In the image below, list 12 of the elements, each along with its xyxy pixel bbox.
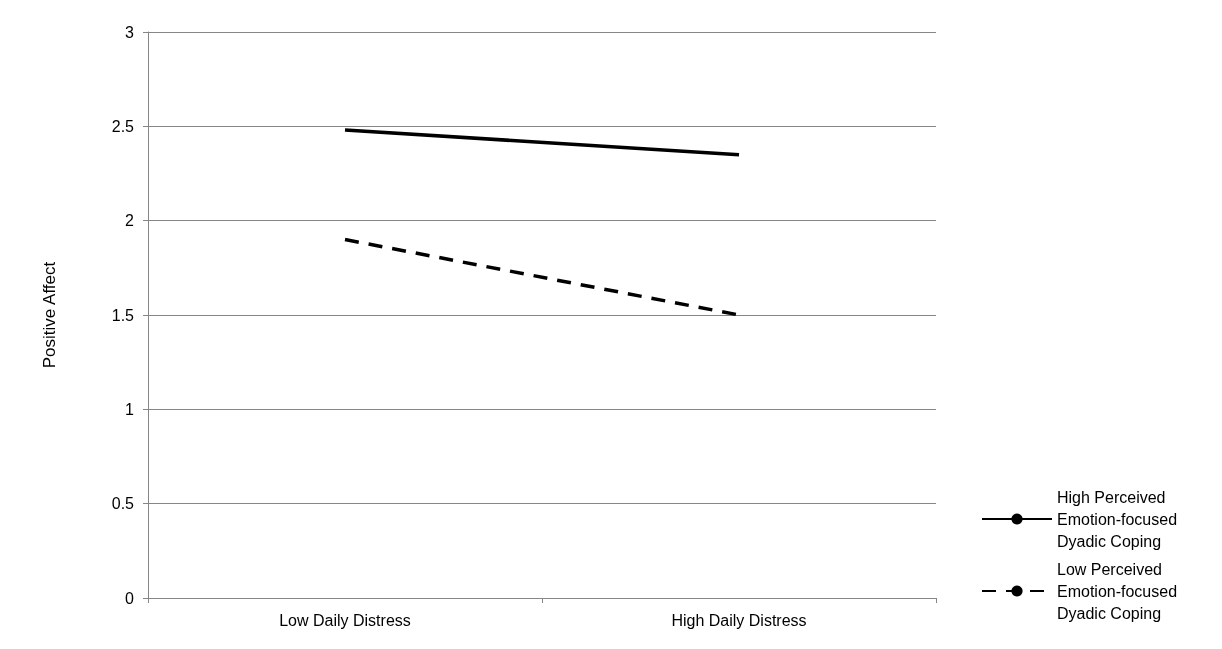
x-tick-label: High Daily Distress — [671, 611, 807, 629]
y-axis-title: Positive Affect — [40, 261, 59, 369]
legend-label: High Perceived Emotion-focused Dyadic Coping — [1057, 488, 1182, 550]
y-tick-label: 3 — [125, 23, 135, 41]
y-tick-label: 1.5 — [111, 306, 135, 324]
y-tick-label: 1 — [125, 400, 135, 418]
y-tick-label: 0.5 — [111, 495, 135, 513]
y-tick-label: 2 — [125, 212, 135, 230]
x-tick-label: Low Daily Distress — [279, 611, 411, 629]
y-tick-label: 2.5 — [111, 117, 135, 135]
legend-label: Low Perceived Emotion-focused Dyadic Coping — [1057, 560, 1182, 622]
y-tick-label: 0 — [125, 589, 135, 607]
